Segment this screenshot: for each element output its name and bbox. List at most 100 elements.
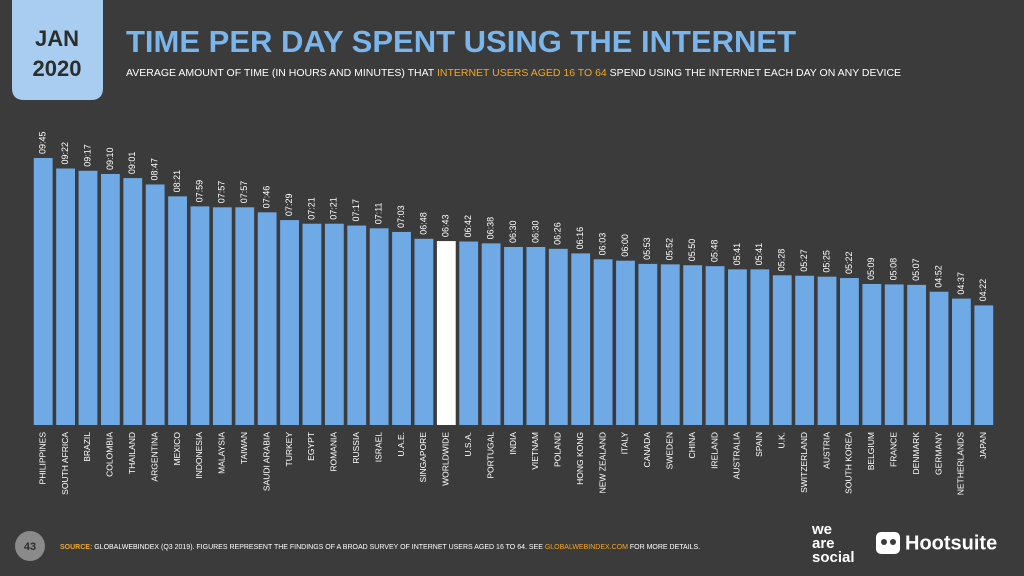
value-label: 05:48: [709, 240, 719, 263]
x-tick-label: VIETNAM: [530, 432, 540, 470]
source-link[interactable]: GLOBALWEBINDEX.COM: [545, 544, 628, 551]
value-label: 08:21: [172, 170, 182, 193]
bar: [235, 207, 255, 425]
hootsuite-eye: [881, 539, 887, 545]
value-label: 09:45: [38, 131, 48, 154]
x-tick-label: INDONESIA: [194, 432, 204, 479]
subtitle-part: SPEND USING THE INTERNET EACH DAY ON ANY…: [607, 67, 901, 79]
value-label: 05:52: [665, 238, 675, 261]
value-label: 07:57: [217, 181, 227, 204]
x-tick-label: SWEDEN: [665, 432, 675, 469]
bar: [952, 298, 971, 425]
bar: [56, 168, 75, 425]
bar: [459, 241, 479, 425]
x-tick-label: FRANCE: [888, 432, 898, 467]
bar: [526, 247, 546, 425]
value-label: 07:46: [262, 186, 272, 209]
logo-text: are: [812, 535, 835, 552]
logo-text: we: [811, 521, 832, 538]
value-label: 07:11: [374, 202, 384, 224]
source-label: SOURCE:: [60, 544, 92, 551]
value-label: 05:09: [866, 257, 876, 280]
bar: [907, 284, 927, 425]
value-label: 04:22: [978, 279, 988, 302]
bar: [974, 305, 994, 425]
value-label: 04:37: [956, 272, 966, 295]
value-label: 07:17: [351, 199, 361, 222]
month: JAN: [35, 26, 79, 51]
value-label: 05:28: [777, 249, 787, 272]
value-label: 05:07: [911, 258, 921, 281]
x-tick-label: CHINA: [687, 432, 697, 459]
x-tick-label: U.S.A.: [463, 432, 473, 457]
logo-text: social: [812, 549, 855, 566]
x-tick-label: SAUDI ARABIA: [261, 432, 271, 491]
value-label: 06:42: [463, 215, 473, 238]
bar: [324, 223, 344, 425]
value-label: 06:00: [620, 234, 630, 257]
bar: [817, 276, 837, 425]
x-tick-label: NEW ZEALAND: [597, 432, 607, 493]
source-text: GLOBALWEBINDEX (Q3 2019). FIGURES REPRES…: [92, 544, 545, 551]
x-tick-label: NETHERLANDS: [956, 432, 966, 496]
bar: [145, 184, 165, 425]
value-label: 06:48: [418, 212, 428, 235]
value-label: 05:08: [889, 258, 899, 281]
x-tick-label: TURKEY: [284, 432, 294, 467]
bar: [78, 170, 98, 425]
x-tick-label: ITALY: [620, 432, 630, 455]
plot: 09:45 PHILIPPINES 09:22 SOUTH AFRICA 09:17 BR…: [33, 131, 994, 496]
value-label: 07:59: [194, 180, 204, 203]
bar: [481, 243, 501, 425]
value-label: 08:47: [150, 158, 160, 181]
bar: [436, 241, 456, 425]
bar: [593, 259, 613, 425]
bar: [862, 283, 882, 425]
bar: [280, 220, 299, 425]
bar: [100, 173, 120, 425]
bar: [257, 212, 277, 425]
value-label: 05:41: [754, 243, 764, 266]
page-badge: [15, 531, 45, 561]
x-tick-label: SPAIN: [754, 432, 764, 457]
value-label: 06:38: [485, 217, 495, 240]
value-label: 05:27: [799, 249, 809, 272]
x-tick-label: ARGENTINA: [149, 432, 159, 482]
value-label: 06:26: [553, 222, 563, 245]
x-tick-label: IRELAND: [709, 432, 719, 469]
value-label: 06:16: [575, 227, 585, 250]
bar: [369, 228, 389, 425]
hootsuite-eye: [890, 539, 896, 545]
bar: [190, 206, 210, 425]
x-tick-label: BELGIUM: [866, 432, 876, 470]
subtitle-highlight: INTERNET USERS AGED 16 TO 64: [437, 67, 607, 79]
x-tick-label: EGYPT: [306, 432, 316, 461]
subtitle: AVERAGE AMOUNT OF TIME (IN HOURS AND MIN…: [126, 67, 901, 79]
x-tick-label: MALAYSIA: [217, 432, 227, 474]
x-tick-label: PHILIPPINES: [37, 432, 47, 485]
x-tick-label: AUSTRIA: [821, 432, 831, 469]
logo-text: Hootsuite: [905, 532, 997, 554]
source: SOURCE: GLOBALWEBINDEX (Q3 2019). FIGURE…: [60, 544, 700, 551]
value-label: 07:57: [239, 181, 249, 204]
x-tick-label: AUSTRALIA: [732, 432, 742, 480]
x-tick-label: POLAND: [553, 432, 563, 467]
value-label: 06:03: [597, 233, 607, 256]
value-label: 07:21: [329, 197, 339, 220]
bar: [168, 196, 187, 425]
value-label: 05:41: [732, 243, 742, 266]
bar: [414, 238, 434, 425]
x-tick-label: PORTUGAL: [485, 432, 495, 479]
bar: [683, 265, 703, 425]
x-tick-label: WORLDWIDE: [441, 432, 451, 486]
x-tick-label: RUSSIA: [351, 432, 361, 464]
hootsuite-icon: [876, 532, 900, 554]
bar: [884, 284, 904, 425]
bar: [616, 260, 635, 425]
bar: [392, 231, 411, 425]
x-tick-label: THAILAND: [127, 432, 137, 474]
x-tick-label: BRAZIL: [82, 432, 92, 462]
x-tick-label: TAIWAN: [239, 432, 249, 464]
year: 2020: [33, 56, 82, 81]
value-label: 09:01: [127, 152, 137, 175]
